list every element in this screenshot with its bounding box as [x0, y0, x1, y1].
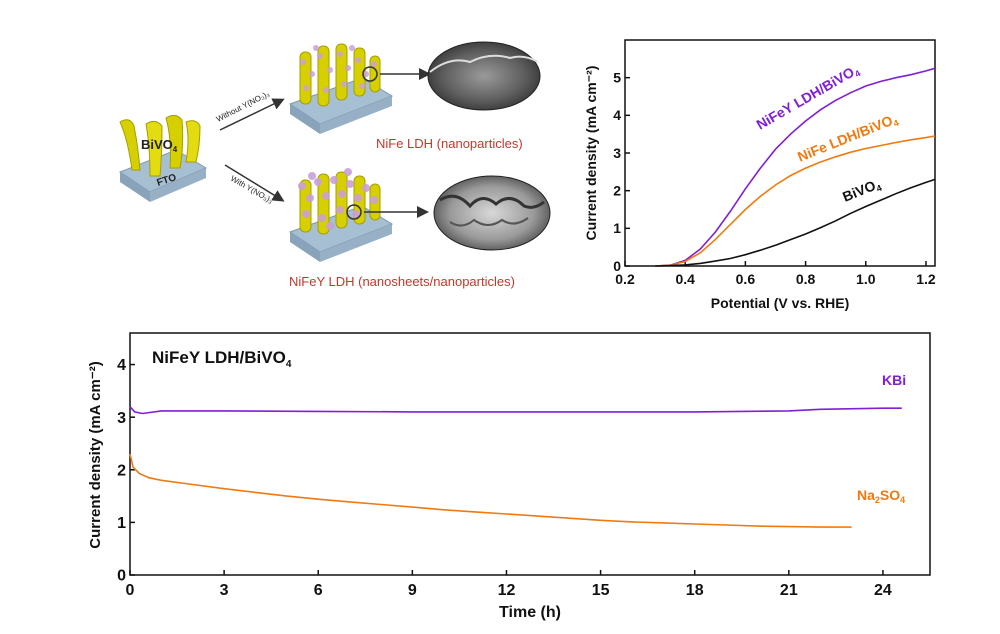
- stability-y-axis-label: Current density (mA cm⁻²): [87, 361, 104, 548]
- series-line: [655, 179, 935, 266]
- tem-image-nifey: [434, 176, 550, 250]
- x-tick-label: 0: [126, 582, 135, 599]
- lsv-y-axis-label: Current density (mA cm⁻²): [583, 66, 599, 241]
- y-tick-label: 0: [613, 258, 621, 274]
- y-tick-label: 2: [117, 462, 126, 479]
- y-tick-label: 0: [117, 568, 126, 585]
- lsv-label-nifey: NiFeY LDH/BiVO4: [754, 61, 863, 134]
- x-tick-label: 0.6: [736, 271, 756, 287]
- y-tick-label: 3: [117, 410, 126, 427]
- x-tick-label: 3: [220, 582, 229, 599]
- stability-series: [130, 407, 902, 527]
- x-tick-label: 12: [498, 582, 516, 599]
- x-tick-label: 15: [592, 582, 610, 599]
- stability-label-na2so4: Na2SO4: [857, 487, 905, 505]
- stability-plot-frame: [130, 333, 930, 575]
- schematic: BiVO4 FTO Without Y(NO₃)₃ With Y(NO₃)₃: [120, 42, 550, 289]
- nife-ldh-caption: NiFe LDH (nanoparticles): [376, 136, 523, 151]
- bivo4-electrode-illustration: BiVO4 FTO: [120, 115, 206, 202]
- stability-y-ticks: 0 1 2 3 4: [117, 357, 135, 584]
- y-tick-label: 1: [613, 220, 621, 236]
- x-tick-label: 6: [314, 582, 323, 599]
- y-tick-label: 5: [613, 70, 621, 86]
- x-tick-label: 24: [874, 582, 892, 599]
- tem-image-nife: [428, 42, 540, 110]
- series-line: [130, 454, 852, 527]
- series-line: [655, 136, 935, 266]
- figure-canvas: BiVO4 FTO Without Y(NO₃)₃ With Y(NO₃)₃: [0, 0, 1000, 634]
- x-tick-label: 0.4: [675, 271, 695, 287]
- x-tick-label: 9: [408, 582, 417, 599]
- stability-label-kbi: KBi: [882, 372, 906, 388]
- lsv-label-nife: NiFe LDH/BiVO4: [795, 110, 900, 166]
- stability-x-axis-label: Time (h): [499, 604, 561, 621]
- y-tick-label: 3: [613, 145, 621, 161]
- nife-ldh-illustration: [290, 44, 392, 134]
- x-tick-label: 1.2: [916, 271, 936, 287]
- lsv-y-ticks: 0 1 2 3 4 5: [613, 70, 630, 274]
- x-tick-label: 21: [780, 582, 798, 599]
- x-tick-label: 18: [686, 582, 704, 599]
- x-tick-label: 0.8: [796, 271, 816, 287]
- y-tick-label: 4: [613, 107, 621, 123]
- x-tick-label: 1.0: [856, 271, 876, 287]
- stability-title: NiFeY LDH/BiVO4: [152, 348, 292, 370]
- figure-svg: BiVO4 FTO Without Y(NO₃)₃ With Y(NO₃)₃: [0, 0, 1000, 634]
- y-tick-label: 1: [117, 515, 126, 532]
- nifey-ldh-illustration: [290, 168, 392, 262]
- y-tick-label: 4: [117, 357, 126, 374]
- series-line: [130, 407, 902, 414]
- y-tick-label: 2: [613, 183, 621, 199]
- bivo4-label: BiVO4: [141, 137, 178, 154]
- nifey-ldh-caption: NiFeY LDH (nanosheets/nanoparticles): [289, 274, 515, 289]
- arrow-bottom-label: With Y(NO₃)₃: [229, 174, 274, 205]
- lsv-x-axis-label: Potential (V vs. RHE): [711, 295, 849, 311]
- lsv-plot-frame: [625, 40, 935, 266]
